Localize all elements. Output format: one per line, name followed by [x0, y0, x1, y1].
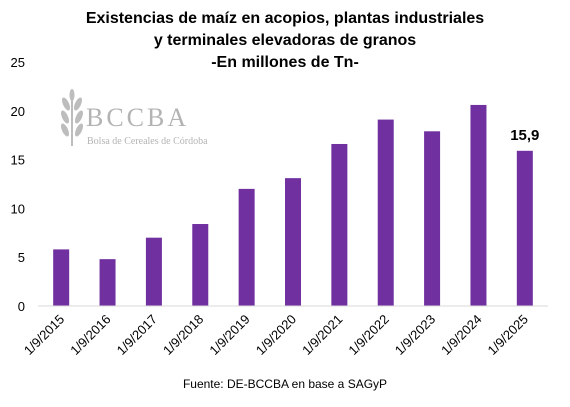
x-tick-label: 1/9/2018: [160, 312, 206, 358]
bar: [377, 119, 394, 306]
chart-title-line-1: Existencias de maíz en acopios, plantas …: [85, 10, 485, 27]
x-tick-label: 1/9/2022: [345, 312, 391, 358]
x-tick-label: 1/9/2015: [21, 312, 67, 358]
wheat-icon: [60, 89, 84, 146]
bar: [192, 224, 209, 306]
bar: [99, 259, 116, 306]
bar: [145, 237, 162, 306]
chart-title-line-2: y terminales elevadoras de granos: [153, 32, 417, 49]
x-tick-label: 1/9/2020: [253, 312, 299, 358]
x-tick-label: 1/9/2017: [114, 312, 160, 358]
bar: [53, 249, 70, 306]
data-label: 15,9: [510, 127, 539, 144]
x-tick-label: 1/9/2019: [206, 312, 252, 358]
watermark-logo-text: BCCBA: [86, 103, 189, 132]
chart-title-line-3: -En millones de Tn-: [211, 54, 359, 71]
y-tick-label: 5: [18, 250, 25, 265]
bar: [238, 188, 255, 306]
bar: [470, 104, 487, 306]
x-tick-label: 1/9/2025: [485, 312, 531, 358]
chart-source: Fuente: DE-BCCBA en base a SAGyP: [182, 377, 388, 391]
x-tick-label: 1/9/2023: [392, 312, 438, 358]
bar: [516, 150, 533, 306]
bar: [331, 143, 348, 306]
y-tick-label: 25: [11, 55, 25, 70]
bar: [285, 178, 301, 306]
chart-title: Existencias de maíz en acopios, plantas …: [0, 8, 570, 74]
y-tick-label: 20: [11, 104, 25, 119]
x-tick-label: 1/9/2024: [438, 312, 484, 358]
y-tick-label: 0: [18, 299, 25, 314]
y-tick-label: 15: [11, 153, 25, 168]
bccba-watermark-logo: BCCBA Bolsa de Cereales de Córdoba: [60, 89, 208, 147]
watermark-subtitle: Bolsa de Cereales de Córdoba: [87, 136, 208, 147]
bar: [424, 131, 441, 306]
x-tick-label: 1/9/2016: [67, 312, 113, 358]
y-tick-label: 10: [11, 201, 25, 216]
x-tick-label: 1/9/2021: [299, 312, 345, 358]
